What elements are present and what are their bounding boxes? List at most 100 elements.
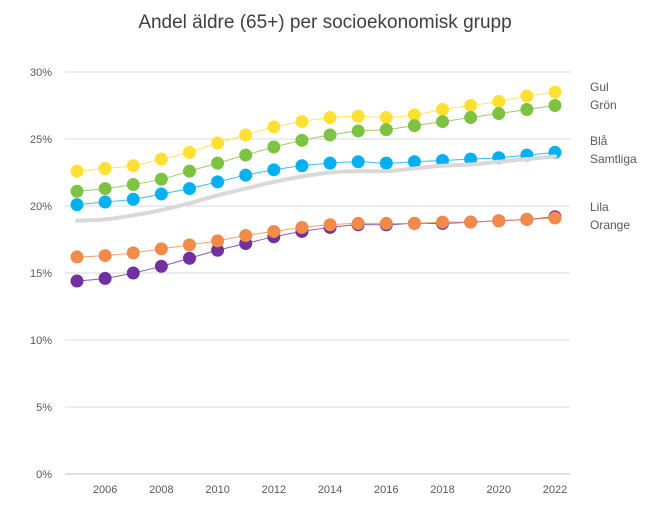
data-point [295,159,309,173]
data-point [98,195,112,209]
data-point [464,99,478,112]
x-tick-label: 2012 [262,484,286,496]
data-point [407,119,421,133]
x-tick-label: 2010 [205,484,229,496]
data-point [323,218,337,232]
data-point [464,215,478,229]
data-point [126,246,140,260]
legend-label: Grön [590,98,617,112]
data-point [126,159,140,173]
data-point [182,238,196,252]
data-point [98,161,112,175]
data-point [379,156,393,170]
series-gul [70,85,562,178]
data-point [70,198,84,212]
data-point [323,156,337,170]
data-point [407,216,421,230]
y-tick-label: 25% [30,134,52,146]
data-point [267,163,281,177]
data-point [154,187,168,201]
data-point [70,184,84,198]
y-tick-label: 5% [36,402,52,414]
series-orange [70,211,562,264]
series-line [76,105,556,192]
x-tick-label: 2006 [93,484,117,496]
data-point [351,155,365,169]
data-point [126,178,140,192]
data-point [70,164,84,178]
data-point [379,123,393,137]
data-point [379,216,393,230]
data-point [520,212,534,226]
data-point [182,145,196,159]
x-tick-label: 2014 [318,484,342,496]
data-point [407,155,421,169]
legend-label: Orange [590,218,630,232]
data-point [492,107,506,121]
data-point [295,220,309,234]
series-line [75,154,557,223]
data-point [492,94,506,108]
x-tick-label: 2008 [149,484,173,496]
data-point [492,214,506,228]
data-point [323,111,337,125]
legend: Gul Grön Blå Samtliga Lila Orange [590,80,637,232]
data-point [98,182,112,196]
x-tick-label: 2018 [430,484,454,496]
y-tick-label: 10% [30,335,52,347]
data-point [351,216,365,230]
data-point [154,242,168,256]
data-point [154,172,168,186]
data-point [126,192,140,206]
data-point [548,99,562,112]
data-point [436,115,450,129]
data-point [520,89,534,103]
gridlines [65,71,570,475]
legend-label: Gul [590,80,609,94]
series-samtliga [75,154,557,223]
data-point [98,271,112,285]
series-line [76,217,556,258]
data-point [211,156,225,170]
data-point [379,111,393,125]
series-line [76,151,556,206]
y-tick-label: 0% [36,469,52,481]
data-point [239,228,253,242]
data-point [211,136,225,150]
data-point [70,250,84,264]
data-point [548,85,562,99]
y-tick-label: 20% [30,201,52,213]
data-point [464,111,478,125]
axes: 0% 5% 10% 15% 20% 25% 30% 2006 2008 2010 2012 2014 2… [30,67,567,496]
legend-label: Samtliga [590,152,637,166]
y-tick-label: 15% [30,268,52,280]
legend-label: Lila [590,200,609,214]
data-point [267,224,281,238]
data-point [239,148,253,162]
data-point [211,243,225,257]
x-tick-label: 2022 [543,484,567,496]
data-point [239,128,253,142]
data-point [548,211,562,225]
data-point [154,259,168,273]
data-point [407,108,421,122]
data-point [436,103,450,117]
data-point [520,103,534,117]
x-tick-label: 2016 [374,484,398,496]
data-point [351,124,365,138]
data-point [211,234,225,248]
data-point [98,249,112,263]
data-point [126,266,140,280]
data-point [295,133,309,147]
series-gr-n [70,99,562,198]
data-point [182,182,196,196]
series-bl [70,145,562,212]
y-tick-label: 30% [30,67,52,79]
data-point [182,251,196,265]
data-point [267,140,281,154]
data-point [70,274,84,288]
data-point [211,175,225,189]
series-line [76,91,556,172]
series-layer [70,85,562,288]
